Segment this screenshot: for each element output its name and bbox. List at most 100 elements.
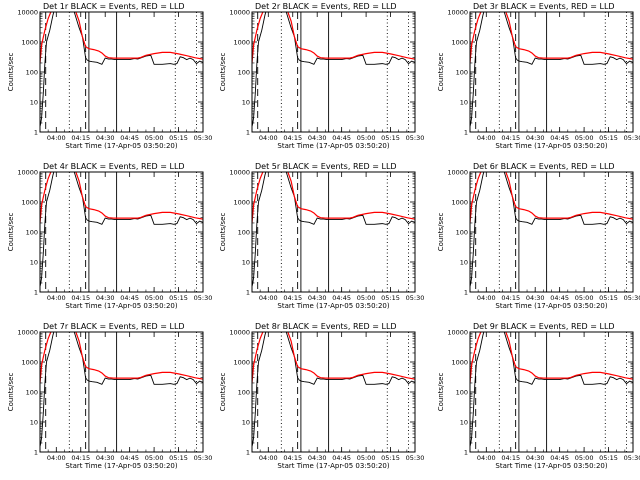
x-tick-label: 04:30	[308, 294, 327, 302]
x-tick-label: 04:15	[501, 454, 520, 462]
plot-frame	[39, 331, 204, 453]
chart-title: Det 7r BLACK = Events, RED = LLD	[43, 322, 185, 331]
x-tick-label: 04:30	[526, 294, 545, 302]
x-tick-label: 05:00	[357, 134, 376, 142]
x-tick-label: 05:00	[357, 454, 376, 462]
x-tick-label: 04:15	[71, 134, 90, 142]
x-tick-label: 04:15	[71, 294, 90, 302]
plot-frame	[251, 331, 416, 453]
plot-frame	[469, 171, 634, 293]
plot-frame	[39, 171, 204, 293]
y-tick-label: 10	[242, 418, 250, 426]
chart-panel-6: Det 6r BLACK = Events, RED = LLD 1 10 100 10…	[437, 162, 640, 310]
y-tick-label: 1000	[451, 38, 468, 46]
chart-panel-1: Det 1r BLACK = Events, RED = LLD 1 10 100 10…	[7, 2, 212, 150]
x-tick-label: 04:30	[308, 134, 327, 142]
y-tick-label: 10000	[447, 8, 468, 16]
series-lld-line	[40, 172, 203, 224]
x-tick-label: 04:00	[47, 454, 66, 462]
x-tick-label: 04:45	[550, 294, 569, 302]
y-tick-label: 100	[238, 388, 250, 396]
plot-frame	[251, 171, 416, 293]
series-lld-line	[252, 172, 415, 224]
x-tick-label: 05:15	[381, 134, 400, 142]
y-tick-label: 100	[238, 68, 250, 76]
y-tick-label: 10000	[447, 168, 468, 176]
chart-panel-7: Det 7r BLACK = Events, RED = LLD 1 10 100 10…	[7, 322, 212, 470]
y-tick-label: 10	[242, 258, 250, 266]
chart-title: Det 5r BLACK = Events, RED = LLD	[255, 162, 397, 171]
x-tick-label: 04:00	[477, 454, 496, 462]
y-tick-label: 1000	[451, 358, 468, 366]
y-tick-label: 1000	[21, 358, 38, 366]
x-tick-label: 05:30	[624, 294, 640, 302]
y-tick-label: 10000	[229, 328, 250, 336]
x-tick-label: 05:15	[169, 294, 188, 302]
chart-panel-5: Det 5r BLACK = Events, RED = LLD 1 10 100 10…	[219, 162, 424, 310]
x-axis-label: Start Time (17-Apr-05 03:50:20)	[277, 462, 389, 470]
x-axis-label: Start Time (17-Apr-05 03:50:20)	[495, 142, 607, 150]
plot-frame	[469, 331, 634, 453]
y-tick-label: 100	[456, 228, 468, 236]
x-tick-label: 04:45	[120, 134, 139, 142]
x-tick-label: 05:30	[406, 454, 425, 462]
x-tick-label: 05:00	[145, 454, 164, 462]
x-tick-label: 05:00	[145, 134, 164, 142]
y-tick-label: 1	[464, 128, 468, 136]
plot-frame	[469, 11, 634, 133]
series-events-line	[470, 12, 633, 127]
x-axis-label: Start Time (17-Apr-05 03:50:20)	[65, 462, 177, 470]
y-tick-label: 10000	[17, 328, 38, 336]
y-axis-label: Counts/sec	[437, 53, 445, 92]
y-tick-label: 1	[246, 288, 250, 296]
y-tick-label: 10	[460, 258, 468, 266]
y-axis-label: Counts/sec	[7, 53, 15, 92]
y-tick-label: 10000	[447, 328, 468, 336]
series-events-line	[40, 172, 203, 287]
series-events-line	[470, 332, 633, 447]
x-tick-label: 04:30	[96, 454, 115, 462]
x-tick-label: 05:00	[575, 454, 594, 462]
series-lld-line	[40, 332, 203, 384]
chart-title: Det 4r BLACK = Events, RED = LLD	[43, 162, 185, 171]
series-events-line	[470, 172, 633, 287]
y-tick-label: 10	[460, 418, 468, 426]
chart-panel-9: Det 9r BLACK = Events, RED = LLD 1 10 100 10…	[437, 322, 640, 470]
y-axis-label: Counts/sec	[219, 373, 227, 412]
y-axis-label: Counts/sec	[219, 53, 227, 92]
x-tick-label: 05:30	[406, 134, 425, 142]
series-events-line	[252, 12, 415, 127]
x-tick-label: 05:30	[194, 454, 213, 462]
y-tick-label: 100	[238, 228, 250, 236]
x-tick-label: 05:30	[194, 294, 213, 302]
y-tick-label: 10000	[229, 8, 250, 16]
x-tick-label: 05:30	[624, 134, 640, 142]
y-tick-label: 1	[464, 448, 468, 456]
series-lld-line	[470, 332, 633, 384]
x-tick-label: 04:15	[283, 454, 302, 462]
y-tick-label: 1000	[233, 38, 250, 46]
x-axis-label: Start Time (17-Apr-05 03:50:20)	[495, 462, 607, 470]
x-tick-label: 05:15	[599, 294, 618, 302]
chart-title: Det 2r BLACK = Events, RED = LLD	[255, 2, 397, 11]
y-tick-label: 100	[456, 68, 468, 76]
y-tick-label: 1000	[451, 198, 468, 206]
y-tick-label: 10000	[17, 168, 38, 176]
y-tick-label: 1	[246, 448, 250, 456]
y-tick-label: 1000	[233, 358, 250, 366]
x-tick-label: 04:30	[526, 134, 545, 142]
y-axis-label: Counts/sec	[7, 373, 15, 412]
x-tick-label: 05:30	[624, 454, 640, 462]
series-events-line	[252, 332, 415, 447]
x-tick-label: 05:15	[599, 134, 618, 142]
x-tick-label: 05:15	[599, 454, 618, 462]
x-tick-label: 04:15	[501, 134, 520, 142]
y-tick-label: 1000	[21, 38, 38, 46]
y-tick-label: 1000	[233, 198, 250, 206]
series-events-line	[40, 332, 203, 447]
x-tick-label: 04:45	[120, 454, 139, 462]
x-tick-label: 04:00	[47, 134, 66, 142]
y-axis-label: Counts/sec	[7, 213, 15, 252]
series-lld-line	[470, 12, 633, 64]
chart-title: Det 6r BLACK = Events, RED = LLD	[473, 162, 615, 171]
